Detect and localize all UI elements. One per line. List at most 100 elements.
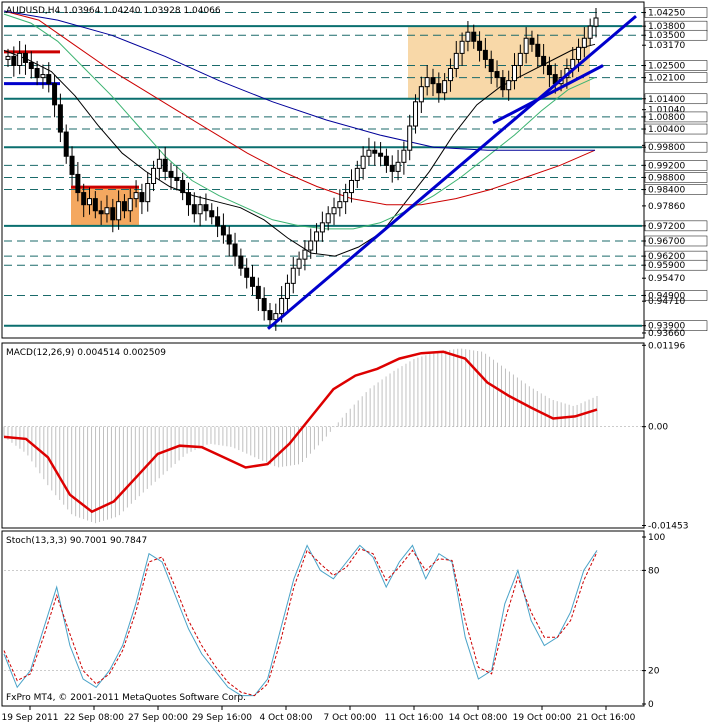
price-panel-title: AUDUSD,H4 1.03964 1.04240 1.03928 1.0406… [6, 6, 221, 16]
candle-body [28, 61, 34, 70]
price-tick-label: 0.97200 [648, 222, 685, 232]
stoch-tick-label: 100 [648, 533, 665, 543]
price-tick-label: 0.98800 [648, 173, 685, 183]
candle-body [162, 158, 168, 172]
candle-body [215, 216, 221, 227]
candle-body [46, 74, 52, 85]
candle-body [290, 267, 296, 284]
price-tick-label: 1.01040 [648, 106, 685, 116]
candle-body [348, 179, 354, 194]
stoch-y-axis: 100 80 20 0 [642, 533, 665, 710]
price-tick-label: 0.97860 [648, 202, 685, 212]
candle-body [442, 80, 448, 94]
candle-body [261, 297, 267, 312]
candle-body [203, 204, 209, 212]
price-tick-label: 1.01400 [648, 95, 685, 105]
price-tick-label: 0.95470 [648, 274, 685, 284]
copyright-footer: FxPro MT4, © 2001-2011 MetaQuotes Softwa… [6, 693, 246, 703]
candle-body [354, 167, 360, 181]
candle-body [459, 40, 465, 54]
candle-body [517, 52, 523, 66]
candle-body [447, 68, 453, 82]
trendline [267, 15, 637, 330]
stoch-panel-frame [1, 530, 645, 707]
moving-average-line [3, 13, 596, 230]
ohlc-low: 1.03928 [143, 6, 180, 16]
macd-y-axis: 0.01196 0.00 -0.01453 [642, 341, 688, 532]
macd-title: MACD(12,26,9) 0.004514 0.002509 [6, 348, 166, 358]
candle-body [482, 49, 488, 60]
candle-body [40, 74, 46, 79]
candle-body [511, 64, 517, 82]
time-tick-label: 22 Sep 08:00 [64, 713, 124, 723]
candle-body [145, 182, 151, 203]
candle-body [220, 225, 226, 236]
price-tick-label: 1.00400 [648, 125, 685, 135]
candle-body [92, 198, 98, 212]
candle-body [81, 192, 87, 206]
candle-body [506, 80, 512, 91]
candle-body [308, 240, 314, 251]
candle-body [395, 161, 401, 172]
candle-body [337, 201, 343, 209]
stoch-panel: 100 80 20 0 Stoch(13,3,3) 90.7001 90.7847 F… [1, 530, 665, 710]
time-tick-label: 19 Oct 00:00 [513, 713, 572, 723]
uptrend-line [267, 15, 637, 330]
time-tick-label: 11 Oct 16:00 [385, 713, 444, 723]
macd-panel: 0.01196 0.00 -0.01453 MACD(12,26,9) 0.0045… [1, 341, 688, 532]
candle-body [250, 276, 256, 287]
macd-signal-line [3, 350, 598, 514]
candle-body [593, 17, 599, 27]
candle-body [494, 71, 500, 79]
candle-body [436, 83, 442, 94]
candle-body [546, 64, 552, 76]
candle-body [57, 104, 63, 133]
stoch-plot [3, 544, 642, 697]
candle-body [453, 52, 459, 70]
price-tick-label: 1.03500 [648, 31, 685, 41]
candle-body [87, 198, 93, 206]
candle-body [110, 207, 116, 221]
candle-body [226, 234, 232, 245]
time-tick-label: 29 Sep 16:00 [192, 713, 252, 723]
moving-average-line [3, 43, 596, 257]
macd-tick-label: 0.01196 [648, 341, 685, 351]
time-tick-label: 19 Sep 2011 [1, 713, 58, 723]
price-levels [4, 12, 642, 327]
price-tick-label: 0.94900 [648, 291, 685, 301]
candle-body [273, 313, 279, 321]
macd-tick-label: -0.01453 [648, 522, 688, 532]
candle-body [471, 31, 477, 42]
time-tick-label: 21 Oct 16:00 [577, 713, 636, 723]
candle-body [430, 77, 436, 85]
candle-body [75, 173, 81, 194]
candle-body [197, 204, 203, 215]
candle-body [279, 297, 285, 315]
ohlc-close: 1.04066 [183, 6, 220, 16]
candle-body [424, 77, 430, 88]
candle-body [465, 31, 471, 42]
candle-body [104, 207, 110, 215]
stoch-signal-line [3, 548, 598, 697]
candle-body [319, 222, 325, 233]
macd-panel-frame [1, 342, 645, 529]
candle-body [156, 158, 162, 169]
candle-body [139, 192, 145, 203]
price-tick-label: 1.03800 [648, 22, 685, 32]
candle-body [244, 267, 250, 278]
candle-body [302, 249, 308, 260]
price-tick-label: 0.93660 [648, 329, 685, 339]
candle-body [185, 192, 191, 206]
candle-body [255, 285, 261, 299]
candle-body [477, 40, 483, 51]
candle-body [11, 55, 17, 66]
candle-body [418, 86, 424, 103]
candle-body [34, 68, 40, 79]
candle-body [413, 101, 419, 127]
price-tick-label: 0.94710 [648, 297, 685, 307]
candle-body [63, 131, 69, 157]
candle-body [366, 149, 372, 157]
candle-body [174, 176, 180, 181]
candle-body [523, 37, 529, 54]
price-tick-label: 0.96200 [648, 252, 685, 262]
